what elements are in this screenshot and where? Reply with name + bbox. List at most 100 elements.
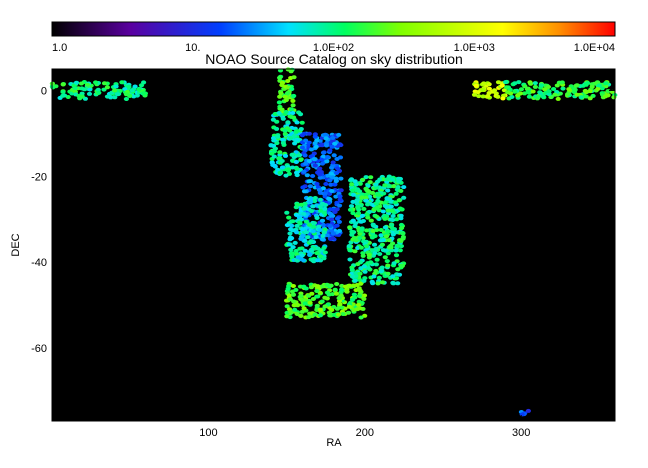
- data-point: [302, 238, 308, 243]
- data-point: [302, 248, 308, 253]
- data-point: [349, 229, 355, 234]
- data-point: [545, 84, 552, 89]
- data-point: [395, 244, 401, 249]
- data-point: [393, 276, 400, 281]
- data-point: [355, 302, 362, 307]
- data-point: [293, 287, 299, 292]
- data-point: [307, 252, 313, 257]
- data-point: [277, 94, 283, 99]
- data-point: [328, 171, 334, 176]
- data-point: [357, 271, 363, 276]
- data-point: [274, 119, 280, 124]
- data-point: [317, 313, 324, 318]
- data-point: [480, 87, 486, 92]
- data-point: [374, 257, 380, 262]
- data-point: [368, 218, 374, 223]
- data-point: [293, 150, 299, 155]
- data-point: [322, 206, 328, 211]
- data-point: [314, 216, 320, 220]
- data-point: [104, 85, 110, 90]
- data-point: [352, 224, 358, 229]
- x-axis: 100 200 300: [199, 69, 530, 439]
- data-point: [322, 191, 328, 196]
- data-point: [269, 151, 275, 156]
- data-point: [353, 238, 359, 243]
- colorbar-tick-label: 10.: [185, 42, 200, 54]
- data-point: [382, 255, 388, 260]
- x-axis-label: RA: [326, 437, 342, 449]
- data-point: [505, 90, 511, 95]
- data-point: [350, 192, 356, 197]
- data-point: [290, 228, 296, 233]
- data-point: [320, 154, 326, 159]
- data-point: [345, 310, 352, 315]
- data-point: [304, 173, 310, 178]
- data-point: [373, 262, 379, 267]
- plot-background: [52, 69, 615, 421]
- data-point: [282, 153, 289, 158]
- data-point: [293, 248, 299, 253]
- data-point: [328, 283, 334, 288]
- data-point: [473, 83, 479, 88]
- data-point: [284, 91, 291, 96]
- data-point: [312, 312, 318, 317]
- data-point: [337, 194, 343, 199]
- data-point: [324, 159, 330, 164]
- data-point: [108, 95, 114, 100]
- data-point: [555, 96, 561, 101]
- data-point: [290, 245, 296, 250]
- data-point: [286, 242, 292, 247]
- data-point: [382, 225, 388, 230]
- data-point: [325, 155, 331, 159]
- data-point: [314, 303, 320, 308]
- data-point: [299, 246, 305, 251]
- data-point: [291, 299, 297, 304]
- data-point: [303, 138, 309, 143]
- data-point: [323, 143, 330, 148]
- data-point: [383, 234, 390, 239]
- data-point: [376, 275, 382, 280]
- data-point: [552, 92, 558, 97]
- data-point: [366, 252, 372, 257]
- data-point: [583, 94, 589, 99]
- data-point: [301, 169, 307, 174]
- data-point: [60, 90, 66, 94]
- data-point: [310, 244, 316, 249]
- data-point: [112, 95, 118, 100]
- data-point: [337, 155, 344, 160]
- data-point: [596, 83, 602, 88]
- data-point: [309, 291, 315, 296]
- y-axis: 0 -20 -40 -60: [31, 85, 615, 355]
- data-point: [84, 82, 91, 87]
- data-point: [301, 206, 307, 211]
- data-point: [336, 296, 342, 301]
- data-point: [353, 271, 359, 275]
- data-point: [390, 214, 396, 218]
- data-point: [540, 94, 546, 99]
- data-point: [321, 210, 327, 215]
- data-point: [308, 248, 315, 253]
- data-point: [354, 198, 360, 203]
- data-point: [360, 177, 366, 182]
- y-tick-label: 0: [41, 85, 47, 97]
- data-point: [369, 235, 375, 240]
- data-point: [321, 256, 327, 261]
- data-point: [306, 140, 312, 145]
- data-point: [319, 157, 325, 162]
- data-point: [385, 271, 391, 276]
- data-point: [300, 185, 306, 190]
- colorbar: 1.0 10. 1.0E+02 1.0E+03 1.0E+04: [51, 21, 616, 54]
- data-point: [274, 141, 280, 146]
- data-point: [378, 228, 384, 232]
- colorbar-gradient: [51, 21, 616, 37]
- data-point: [271, 154, 277, 159]
- data-point: [314, 251, 320, 256]
- data-point: [359, 192, 365, 197]
- data-point: [546, 89, 552, 94]
- data-point: [317, 307, 323, 312]
- data-point: [396, 198, 402, 203]
- data-point: [123, 97, 129, 101]
- data-point: [314, 258, 321, 263]
- data-point: [560, 86, 566, 91]
- data-point: [373, 182, 379, 187]
